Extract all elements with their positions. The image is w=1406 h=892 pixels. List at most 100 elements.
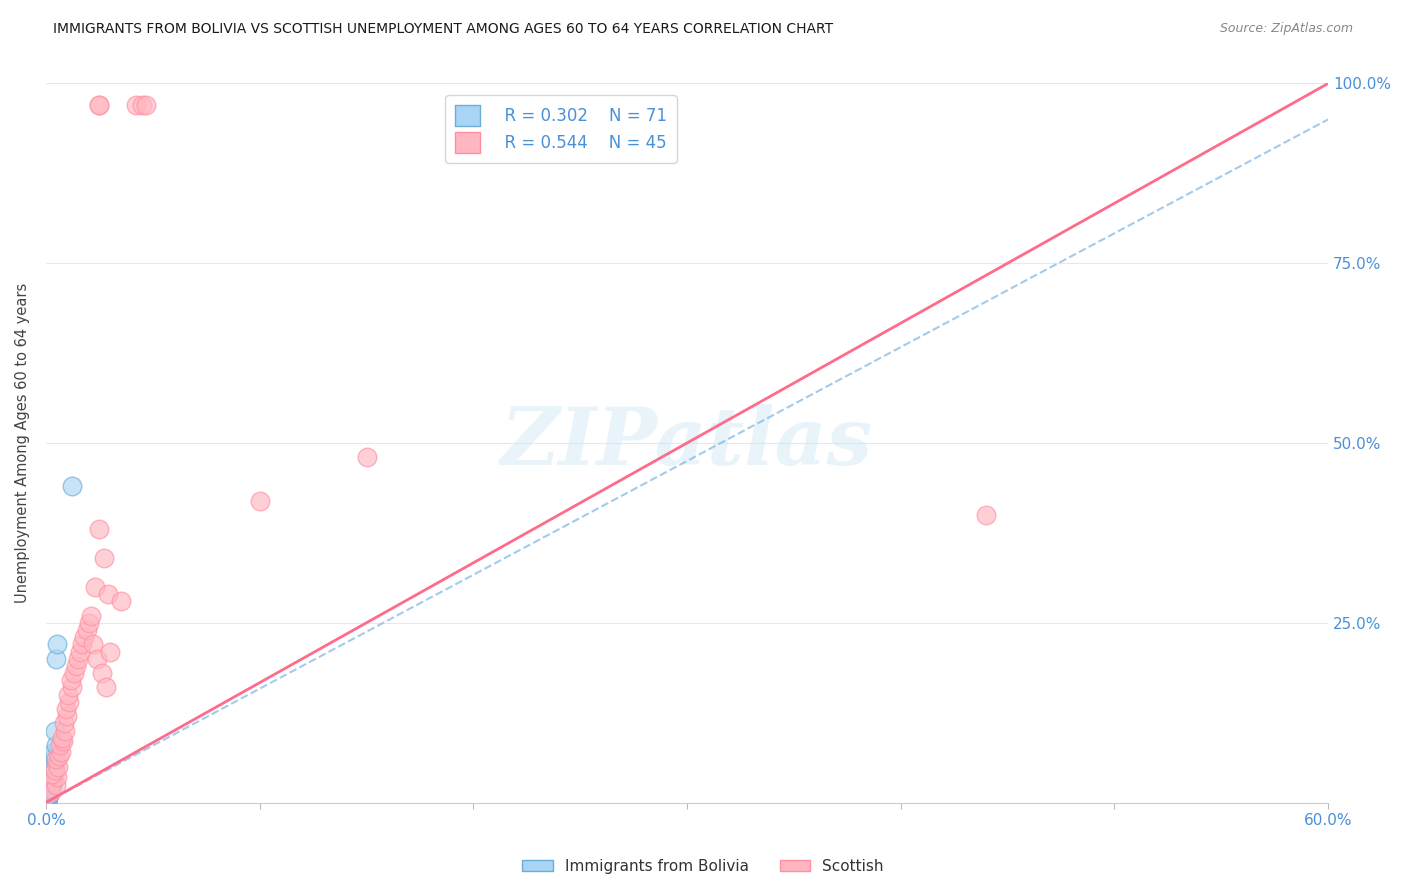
Point — [93, 551, 115, 566]
Point — [41, 774, 63, 789]
Point — [45, 738, 67, 752]
Point — [41, 766, 63, 780]
Point — [53, 723, 76, 738]
Point — [37, 789, 59, 803]
Point — [38, 787, 60, 801]
Point — [49, 738, 72, 752]
Point — [39, 778, 62, 792]
Point — [56, 709, 79, 723]
Point — [48, 748, 70, 763]
Legend:   R = 0.302    N = 71,   R = 0.544    N = 45: R = 0.302 N = 71, R = 0.544 N = 45 — [446, 95, 676, 162]
Point — [38, 786, 60, 800]
Point — [41, 776, 63, 790]
Point — [41, 775, 63, 789]
Point — [37, 790, 59, 805]
Point — [39, 781, 62, 796]
Point — [37, 789, 59, 803]
Point — [59, 673, 82, 688]
Point — [42, 756, 65, 770]
Point — [65, 659, 87, 673]
Point — [89, 98, 111, 112]
Point — [39, 778, 62, 792]
Point — [37, 791, 59, 805]
Point — [35, 792, 58, 806]
Point — [42, 763, 65, 777]
Point — [45, 651, 67, 665]
Point — [97, 587, 120, 601]
Point — [42, 772, 65, 787]
Point — [98, 644, 121, 658]
Point — [73, 630, 96, 644]
Point — [38, 782, 60, 797]
Point — [39, 781, 62, 796]
Point — [35, 792, 58, 806]
Point — [38, 784, 60, 798]
Point — [72, 637, 94, 651]
Point — [62, 666, 84, 681]
Point — [39, 781, 62, 796]
Point — [41, 776, 63, 790]
Point — [90, 666, 112, 681]
Point — [35, 792, 58, 806]
Point — [58, 688, 80, 702]
Point — [60, 681, 83, 695]
Point — [42, 759, 65, 773]
Point — [39, 778, 62, 792]
Point — [974, 508, 997, 522]
Point — [35, 792, 58, 806]
Point — [39, 780, 62, 794]
Point — [66, 651, 89, 665]
Point — [35, 793, 58, 807]
Point — [41, 777, 63, 791]
Point — [44, 763, 66, 777]
Point — [41, 774, 63, 789]
Point — [39, 785, 62, 799]
Point — [37, 789, 59, 803]
Point — [76, 623, 98, 637]
Point — [41, 777, 63, 791]
Point — [39, 779, 62, 793]
Point — [45, 637, 67, 651]
Point — [44, 745, 66, 759]
Point — [53, 716, 76, 731]
Point — [46, 759, 69, 773]
Point — [38, 782, 60, 797]
Point — [45, 770, 67, 784]
Point — [52, 734, 75, 748]
Point — [60, 479, 83, 493]
Point — [37, 789, 59, 804]
Point — [37, 790, 59, 805]
Text: Source: ZipAtlas.com: Source: ZipAtlas.com — [1219, 22, 1353, 36]
Point — [41, 775, 63, 789]
Point — [77, 615, 100, 630]
Point — [39, 781, 62, 796]
Point — [94, 681, 117, 695]
Point — [131, 98, 153, 112]
Point — [35, 794, 58, 808]
Point — [37, 791, 59, 805]
Point — [37, 791, 59, 805]
Point — [35, 792, 58, 806]
Point — [37, 790, 59, 805]
Point — [42, 772, 65, 786]
Point — [82, 637, 104, 651]
Point — [37, 789, 59, 804]
Point — [38, 785, 60, 799]
Point — [58, 695, 80, 709]
Point — [41, 773, 63, 788]
Point — [38, 783, 60, 797]
Point — [38, 785, 60, 799]
Point — [249, 493, 271, 508]
Point — [35, 792, 58, 806]
Point — [69, 644, 91, 658]
Point — [110, 594, 132, 608]
Point — [44, 723, 66, 738]
Point — [38, 786, 60, 800]
Point — [37, 789, 59, 803]
Point — [55, 702, 77, 716]
Y-axis label: Unemployment Among Ages 60 to 64 years: Unemployment Among Ages 60 to 64 years — [15, 283, 30, 603]
Point — [44, 748, 66, 763]
Point — [39, 778, 62, 792]
Point — [39, 781, 62, 796]
Point — [41, 774, 63, 789]
